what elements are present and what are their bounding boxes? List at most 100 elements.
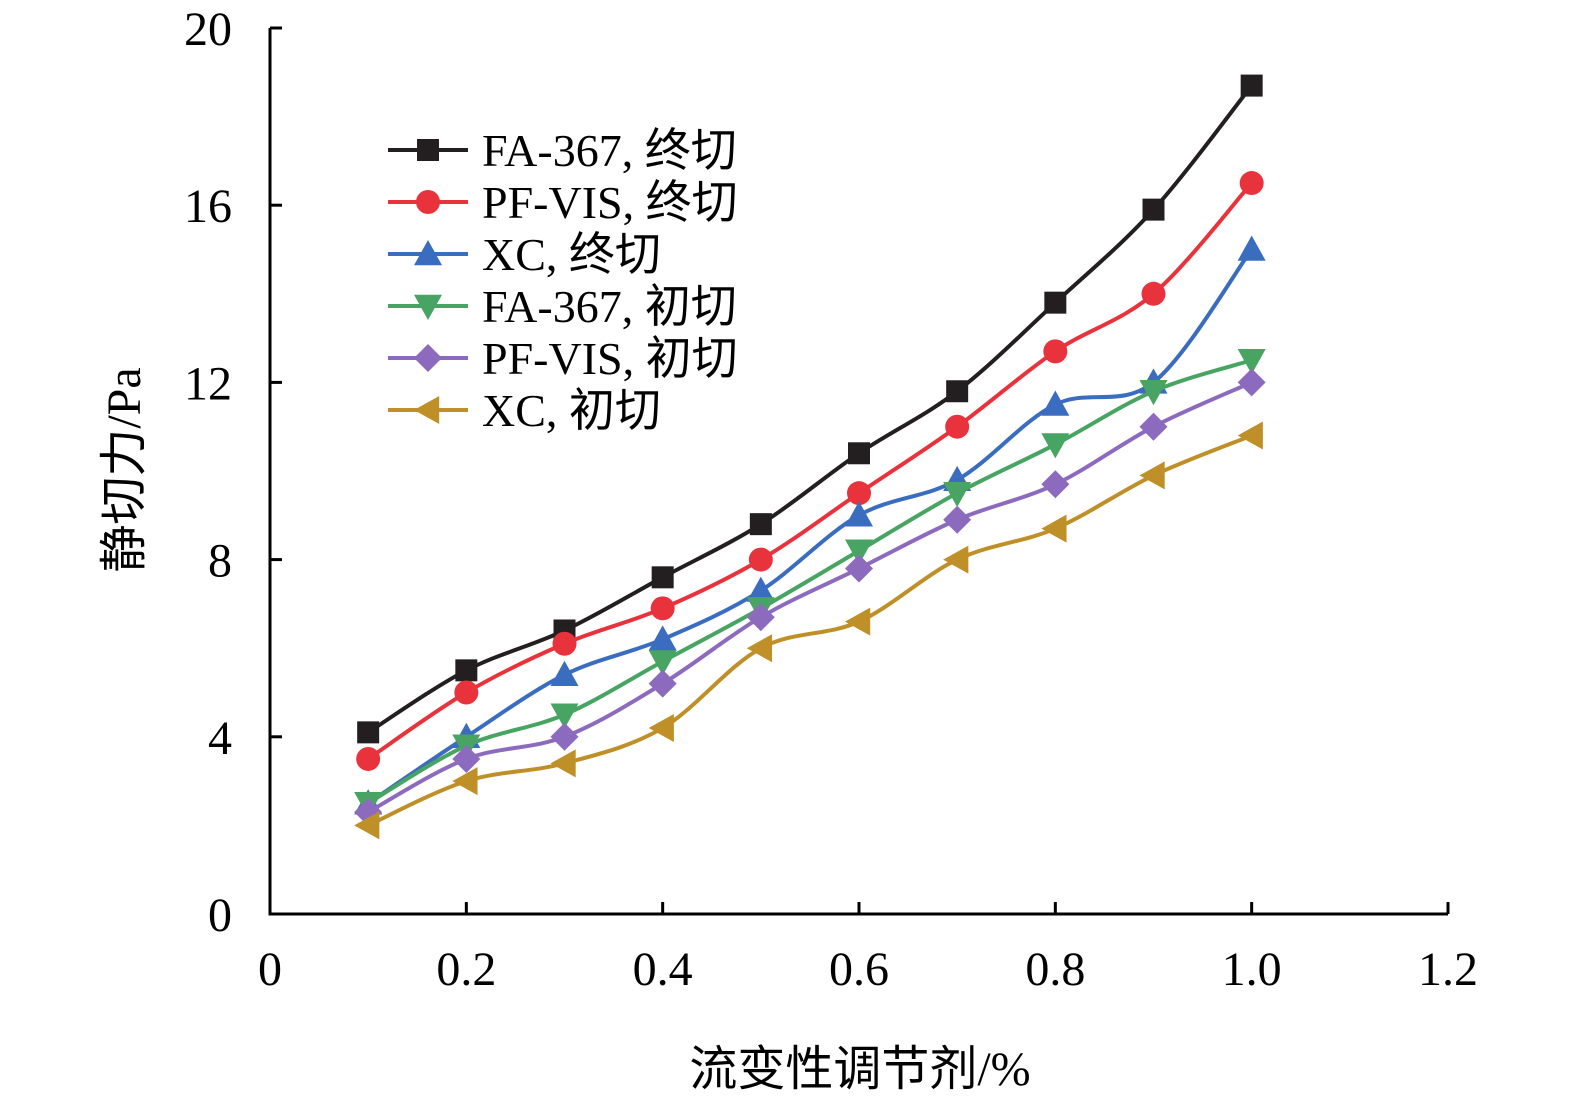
data-point	[648, 625, 677, 651]
data-point	[1041, 390, 1070, 416]
series-line	[366, 433, 1254, 828]
series-2	[356, 171, 1264, 771]
data-point	[648, 713, 674, 742]
y-tick-label: 0	[208, 889, 232, 942]
series-6	[354, 421, 1263, 840]
data-point	[746, 634, 773, 663]
legend-marker	[414, 396, 440, 424]
data-point	[845, 554, 873, 583]
y-tick-label: 4	[208, 712, 232, 765]
x-tick-label: 0.8	[1025, 943, 1085, 996]
data-point	[1239, 171, 1264, 196]
axis-frame	[268, 28, 1448, 916]
legend-item: PF-VIS, 终切	[388, 177, 738, 228]
data-point	[452, 767, 478, 796]
legend-marker	[416, 190, 440, 214]
y-tick-label: 8	[208, 535, 232, 588]
data-point	[845, 607, 871, 636]
legend-label: XC, 初切	[482, 385, 661, 436]
data-point	[1142, 198, 1165, 221]
series-line	[366, 380, 1254, 815]
data-point	[845, 501, 873, 527]
series-1	[357, 74, 1263, 744]
legend-marker	[414, 344, 442, 372]
data-point	[746, 603, 775, 632]
series-5	[354, 368, 1266, 827]
x-axis-title: 流变性调节剂/%	[689, 1043, 1030, 1096]
legend-marker	[414, 240, 442, 266]
y-tick-label: 16	[184, 180, 232, 233]
data-point	[748, 547, 773, 572]
data-point	[357, 721, 380, 744]
y-tick-label: 20	[184, 3, 232, 56]
data-point	[550, 749, 576, 778]
legend-label: XC, 终切	[482, 229, 661, 280]
data-point	[452, 744, 481, 773]
data-point	[1237, 368, 1266, 397]
data-point	[943, 481, 972, 508]
data-point	[1041, 514, 1067, 543]
y-tick-label: 12	[184, 357, 232, 410]
series-line	[366, 83, 1254, 735]
data-point	[552, 631, 577, 656]
data-point	[1141, 281, 1166, 306]
x-tick-label: 0.2	[436, 943, 496, 996]
legend-marker	[414, 294, 442, 320]
data-point	[550, 722, 579, 751]
data-point	[356, 746, 381, 771]
data-point	[943, 545, 969, 574]
y-axis-ticks: 0 4 8 12 16 20	[184, 3, 282, 942]
data-point	[848, 442, 870, 465]
data-point	[1237, 349, 1266, 375]
data-point	[1237, 421, 1263, 450]
data-point	[648, 669, 677, 698]
legend-label: PF-VIS, 终切	[482, 177, 738, 228]
legend-item: FA-367, 初切	[388, 281, 737, 332]
legend-label: PF-VIS, 初切	[482, 333, 738, 384]
data-point	[1240, 74, 1263, 97]
data-point	[845, 539, 873, 565]
series-line	[366, 358, 1254, 806]
data-point	[1041, 470, 1070, 499]
legend-marker	[417, 139, 439, 161]
legend-item: XC, 初切	[388, 385, 661, 436]
data-point	[648, 650, 677, 676]
data-point	[1043, 339, 1068, 364]
data-point	[847, 481, 871, 506]
data-point	[943, 505, 972, 534]
data-point	[749, 513, 772, 536]
data-point	[550, 660, 579, 686]
data-point	[946, 380, 969, 403]
axes	[268, 28, 1448, 916]
legend-label: FA-367, 初切	[482, 281, 737, 332]
data-point	[1139, 461, 1165, 490]
data-point	[651, 566, 674, 589]
x-tick-label: 1.2	[1418, 943, 1478, 996]
data-point	[1237, 235, 1266, 261]
series-line	[366, 181, 1254, 761]
data-point	[1139, 412, 1168, 441]
x-tick-label: 0	[258, 943, 282, 996]
x-tick-label: 1.0	[1222, 943, 1282, 996]
data-point	[945, 414, 970, 439]
data-point	[354, 811, 380, 840]
plot-series	[354, 74, 1266, 840]
data-point	[550, 703, 579, 729]
x-tick-label: 0.4	[633, 943, 693, 996]
y-axis-title: 静切力/Pa	[98, 367, 151, 572]
data-point	[454, 680, 479, 705]
legend-item: FA-367, 终切	[388, 125, 737, 176]
data-point	[746, 576, 775, 602]
legend-item: PF-VIS, 初切	[388, 333, 738, 384]
data-point	[1041, 433, 1070, 459]
data-point	[650, 596, 675, 621]
data-point	[455, 659, 478, 682]
x-axis-ticks: 0 0.2 0.4 0.6 0.8 1.0 1.2	[258, 902, 1478, 996]
legend-item: XC, 终切	[388, 229, 661, 280]
x-tick-label: 0.6	[829, 943, 889, 996]
legend-label: FA-367, 终切	[482, 125, 737, 176]
series-line	[366, 247, 1254, 806]
data-point	[1139, 380, 1168, 406]
